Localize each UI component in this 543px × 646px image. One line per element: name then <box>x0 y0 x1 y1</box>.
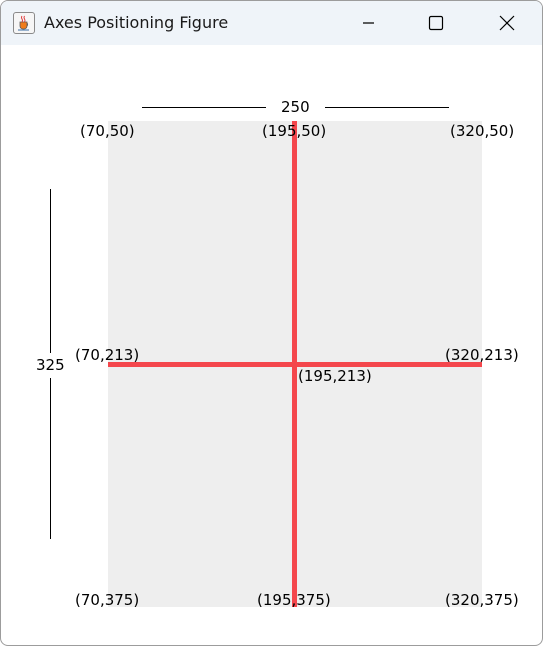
width-dimension-label: 250 <box>281 98 310 116</box>
coord-label-middle-left: (70,213) <box>75 346 139 364</box>
maximize-icon <box>401 1 471 45</box>
coord-label-top-right: (320,50) <box>450 122 514 140</box>
height-dimension-line-top <box>50 189 51 353</box>
java-coffee-cup-icon <box>13 12 35 34</box>
coord-label-top-left: (70,50) <box>80 122 135 140</box>
coord-label-bottom-right: (320,375) <box>445 591 519 609</box>
close-button[interactable] <box>472 1 542 45</box>
width-dimension-line-right <box>325 107 449 108</box>
vertical-axis-line <box>292 121 297 607</box>
coord-label-top-center: (195,50) <box>262 122 326 140</box>
height-dimension-line-bottom <box>50 378 51 539</box>
coord-label-middle-right: (320,213) <box>445 346 519 364</box>
coord-label-bottom-left: (70,375) <box>75 591 139 609</box>
height-dimension-label: 325 <box>36 356 65 374</box>
window-title: Axes Positioning Figure <box>44 13 228 32</box>
close-icon <box>472 1 542 45</box>
figure-canvas: 250 325 (70,50) (195,50) (320,50) (70,21… <box>1 45 542 645</box>
maximize-button[interactable] <box>401 1 471 45</box>
coord-label-bottom-center: (195,375) <box>257 591 331 609</box>
title-bar[interactable]: Axes Positioning Figure <box>1 1 542 45</box>
minimize-icon <box>333 1 403 45</box>
width-dimension-line-left <box>142 107 266 108</box>
coord-label-center: (195,213) <box>298 367 372 385</box>
minimize-button[interactable] <box>333 1 403 45</box>
